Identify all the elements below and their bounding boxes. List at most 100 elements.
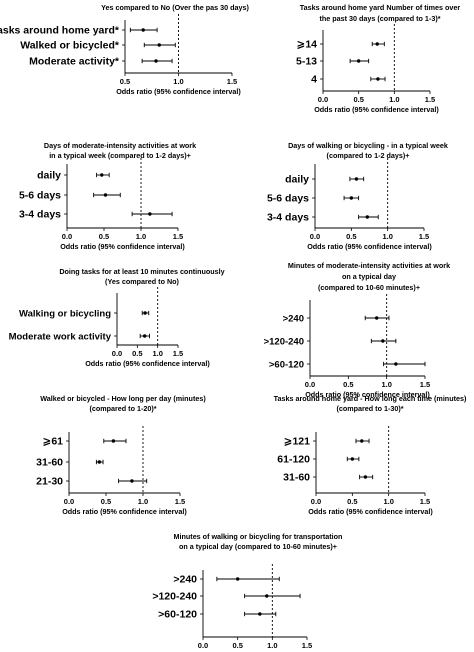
x-axis-label: Odds ratio (95% confidence interval) (314, 105, 439, 114)
category-label: 5-13 (296, 56, 317, 68)
x-tick-label: 1.5 (175, 497, 185, 506)
x-tick-label: 1.5 (302, 641, 312, 650)
x-tick-label: 0.0 (64, 497, 74, 506)
point-estimate (258, 612, 262, 616)
forest-panel-6: Minutes of moderate-intensity activities… (264, 261, 451, 399)
category-label: 4 (311, 74, 317, 86)
point-estimate (97, 460, 102, 464)
forest-panel-5: Doing tasks for at least 10 minutes cont… (9, 267, 225, 368)
category-label: >120-240 (264, 336, 304, 347)
panel-title: (compared to 1-20)* (89, 404, 156, 413)
panel-title: in a typical week (compared to 1-2 days)… (49, 151, 191, 160)
point-estimate (354, 177, 359, 181)
category-label: Walking or bicycling (19, 308, 111, 319)
x-tick-label: 0.5 (343, 380, 353, 389)
panel-title: (compared to 1-30)* (336, 404, 403, 413)
x-tick-label: 1.5 (227, 77, 237, 86)
x-axis-label: Odds ratio (95% confidence interval) (60, 242, 185, 251)
x-tick-label: 0.0 (311, 497, 321, 506)
category-label: ⩾14 (297, 39, 318, 51)
x-tick-label: 1.0 (136, 232, 146, 241)
panel-title: Minutes of moderate-intensity activities… (288, 261, 450, 270)
x-tick-label: 1.0 (138, 497, 148, 506)
point-estimate (365, 215, 370, 219)
x-tick-label: 0.5 (99, 232, 109, 241)
point-estimate (375, 316, 379, 320)
category-label: 5-6 days (267, 193, 309, 205)
panel-title: (compared to 10-60 minutes)+ (318, 283, 420, 292)
panel-title: on a typical day (342, 272, 396, 281)
category-label: daily (285, 174, 309, 186)
x-tick-label: 1.5 (173, 349, 183, 358)
x-tick-label: 1.0 (152, 349, 162, 358)
panel-title: Minutes of walking or bicycling for tran… (174, 532, 343, 541)
point-estimate (142, 334, 147, 338)
panel-title: Days of walking or bicycling - in a typi… (288, 141, 448, 150)
panel-title: Doing tasks for at least 10 minutes cont… (59, 267, 224, 276)
panel-title: Tasks around home yard Number of times o… (300, 3, 461, 12)
category-label: daily (37, 170, 61, 182)
x-tick-label: 0.5 (120, 77, 130, 86)
point-estimate (375, 42, 379, 46)
point-estimate (143, 311, 147, 315)
panel-title: the past 30 days (compared to 1-3)* (319, 14, 440, 23)
category-label: Tasks around home yard* (0, 25, 120, 37)
point-estimate (103, 193, 108, 197)
category-label: 61-120 (277, 454, 310, 466)
x-tick-label: 0.0 (305, 380, 315, 389)
category-label: >60-120 (269, 359, 304, 370)
x-axis-label: Odds ratio (95% confidence interval) (305, 390, 430, 399)
point-estimate (235, 577, 240, 581)
x-tick-label: 0.0 (198, 641, 208, 650)
point-estimate (141, 28, 145, 32)
point-estimate (376, 77, 380, 81)
x-axis-label: Odds ratio (95% confidence interval) (308, 507, 433, 516)
x-axis-label: Odds ratio (95% confidence interval) (85, 359, 210, 368)
panel-title: Walked or bicycled - How long per day (m… (40, 394, 206, 403)
panel-title: on a typical day (compared to 10-60 minu… (179, 542, 337, 551)
forest-panel-4: Days of walking or bicycling - in a typi… (267, 141, 448, 251)
panel-title: Days of moderate-intensity activities at… (44, 141, 196, 150)
x-tick-label: 0.5 (132, 349, 142, 358)
category-label: Moderate work activity (9, 331, 112, 342)
category-label: Walked or bicycled* (20, 40, 120, 52)
category-label: 21-30 (36, 476, 63, 488)
panel-title: (Yes compared to No) (105, 277, 179, 286)
forest-panel-7: Walked or bicycled - How long per day (m… (36, 394, 206, 516)
x-tick-label: 1.0 (383, 497, 393, 506)
x-axis-label: Odds ratio (95% confidence interval) (307, 242, 432, 251)
category-label: >240 (173, 574, 197, 586)
forest-panel-8: Tasks around home yard - How long each t… (274, 394, 467, 516)
category-label: 5-6 days (19, 190, 61, 202)
panel-title: Yes compared to No (Over the pas 30 days… (101, 3, 249, 12)
forest-panel-2: Tasks around home yard Number of times o… (296, 3, 460, 114)
x-tick-label: 1.5 (425, 95, 435, 104)
panel-title: (compared to 1-2 days)+ (327, 151, 410, 160)
point-estimate (356, 59, 361, 63)
forest-panel-9: Minutes of walking or bicycling for tran… (152, 532, 342, 652)
point-estimate (350, 457, 355, 461)
point-estimate (360, 439, 364, 443)
x-tick-label: 1.5 (420, 497, 430, 506)
x-tick-label: 0.5 (353, 95, 363, 104)
category-label: Moderate activity* (29, 56, 120, 68)
x-axis-label: Odds ratio (95% confidence interval) (116, 87, 241, 96)
x-axis-label: Odds ratio (95% confidence interval) (62, 507, 187, 516)
x-tick-label: 0.5 (346, 232, 356, 241)
x-tick-label: 0.0 (318, 95, 328, 104)
category-label: >240 (283, 313, 304, 324)
x-tick-label: 1.5 (420, 380, 430, 389)
point-estimate (148, 212, 152, 216)
point-estimate (130, 479, 134, 483)
category-label: ⩾61 (43, 436, 64, 448)
category-label: ⩾121 (284, 436, 310, 448)
x-tick-label: 1.0 (173, 77, 183, 86)
x-tick-label: 0.0 (112, 349, 122, 358)
category-label: 31-60 (283, 472, 310, 484)
point-estimate (394, 362, 398, 366)
category-label: 3-4 days (19, 209, 61, 221)
x-tick-label: 0.5 (101, 497, 111, 506)
point-estimate (100, 173, 104, 177)
forest-panel-3: Days of moderate-intensity activities at… (19, 141, 196, 251)
